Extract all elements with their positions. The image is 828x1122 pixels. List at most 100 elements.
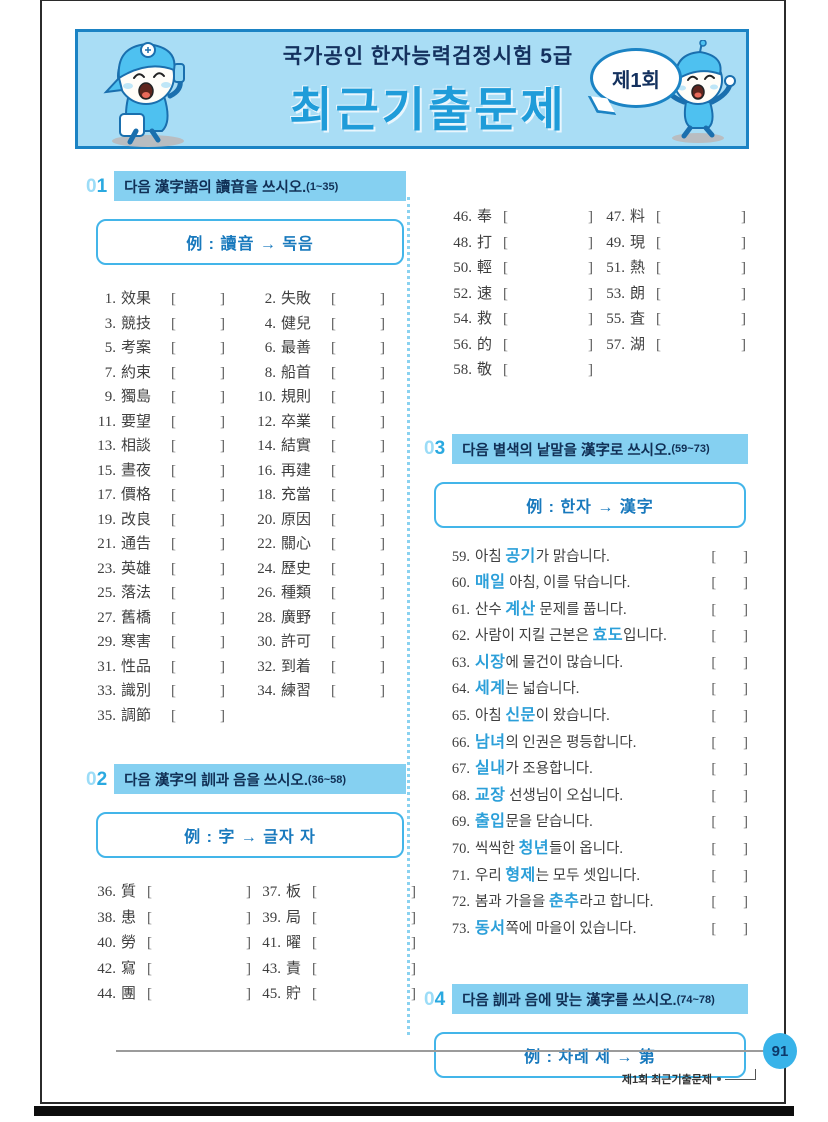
keyword: 출입 bbox=[475, 813, 506, 831]
question-item: 31. 性品 [] bbox=[86, 655, 246, 680]
question-list-36-45: 36. 質 [] 37. 板 [] 38. 患 bbox=[86, 880, 416, 1008]
answer-bracket-open: [ bbox=[656, 285, 661, 302]
item-word: 充當 bbox=[281, 487, 312, 503]
sentence-post: 가 조용합니다. bbox=[505, 761, 593, 778]
section-04-title-bar: 다음 訓과 음에 맞는 漢字를 쓰시오. (74~78) bbox=[452, 984, 748, 1015]
sentence-item: 67. 실내가 조용합니다. [] bbox=[442, 756, 748, 783]
answer-bracket-close: ] bbox=[588, 336, 593, 353]
question-item: 57. 湖 [] bbox=[595, 333, 748, 359]
edition-badge-label: 제1회 bbox=[612, 69, 660, 92]
sentence-text: 동서쪽에 마을이 있습니다. bbox=[475, 916, 711, 943]
sentence-text: 우리 형제는 모두 셋입니다. bbox=[475, 863, 711, 890]
item-number: 37. bbox=[262, 884, 281, 900]
section-03-title-bar: 다음 별색의 낱말을 漢字로 쓰시오. (59~73) bbox=[452, 433, 748, 464]
question-item: 12. 卒業 [] bbox=[246, 410, 406, 435]
item-word: 料 bbox=[630, 209, 646, 225]
question-item: 28. 廣野 [] bbox=[246, 606, 406, 631]
sentence-text: 출입문을 닫습니다. bbox=[475, 809, 711, 836]
answer-bracket-close: ] bbox=[380, 511, 385, 528]
answer-bracket-close: ] bbox=[380, 462, 385, 479]
answer-bracket-open: [ bbox=[656, 311, 661, 327]
answer-bracket: [] bbox=[711, 575, 748, 592]
question-item: 36. 質 [] bbox=[86, 880, 251, 906]
sentence-number: 59. bbox=[451, 548, 470, 565]
page-bottom-edge bbox=[34, 1106, 794, 1116]
item-number: 58. bbox=[453, 362, 472, 378]
question-item: 48. 打 [] bbox=[442, 231, 595, 257]
question-item: 2. 失敗 [] bbox=[246, 287, 406, 312]
sentence-number: 60. bbox=[451, 575, 470, 592]
answer-bracket-close: ] bbox=[411, 884, 416, 900]
answer-bracket-close: ] bbox=[380, 585, 385, 601]
answer-bracket-close: ] bbox=[380, 291, 385, 307]
question-item: 23. 英雄 [] bbox=[86, 557, 246, 582]
sentence-list-59-73: 59. 아침 공기가 맑습니다. [] 60. 매일 아침, 이를 닦습니다. … bbox=[442, 544, 748, 943]
item-word: 再建 bbox=[281, 462, 312, 479]
item-word: 考案 bbox=[121, 340, 152, 356]
item-word: 效果 bbox=[121, 291, 152, 307]
item-word: 輕 bbox=[477, 260, 493, 276]
keyword: 매일 bbox=[475, 574, 506, 592]
sentence-post: 는 넓습니다. bbox=[505, 681, 580, 698]
answer-bracket-close: ] bbox=[380, 364, 385, 381]
item-word: 寫 bbox=[121, 960, 137, 977]
answer-bracket-open: [ bbox=[331, 487, 336, 503]
item-number: 4. bbox=[264, 315, 276, 332]
question-item: 19. 改良 [] bbox=[86, 508, 246, 533]
item-word: 質 bbox=[121, 884, 137, 900]
section-04-range: (74~78) bbox=[676, 993, 715, 1006]
answer-bracket-close: ] bbox=[380, 658, 385, 675]
answer-bracket-close: ] bbox=[246, 884, 251, 900]
answer-bracket-open: [ bbox=[331, 438, 336, 454]
sentence-item: 69. 출입문을 닫습니다. [] bbox=[442, 809, 748, 836]
answer-bracket-close: ] bbox=[220, 511, 225, 528]
question-item: 24. 歷史 [] bbox=[246, 557, 406, 582]
answer-bracket-open: [ bbox=[171, 511, 176, 528]
item-number: 52. bbox=[453, 285, 472, 302]
sentence-post: 선생님이 오십니다. bbox=[505, 787, 624, 804]
sentence-number: 68. bbox=[451, 787, 470, 804]
sentence-item: 66. 남녀의 인권은 평등합니다. [] bbox=[442, 730, 748, 757]
answer-bracket-close: ] bbox=[588, 234, 593, 251]
answer-bracket: [] bbox=[711, 628, 748, 645]
item-word: 許可 bbox=[281, 634, 312, 650]
section-02-title-bar: 다음 漢字의 訓과 음을 쓰시오. (36~58) bbox=[114, 764, 406, 794]
question-item: 16. 再建 [] bbox=[246, 459, 406, 484]
item-number: 7. bbox=[104, 364, 116, 381]
question-item: 41. 曜 [] bbox=[251, 931, 416, 957]
answer-bracket-open: [ bbox=[656, 234, 661, 251]
question-item: 47. 料 [] bbox=[595, 205, 748, 231]
answer-bracket-open: [ bbox=[331, 585, 336, 601]
question-item: 49. 現 [] bbox=[595, 231, 748, 257]
sentence-item: 61. 산수 계산 문제를 풉니다. [] bbox=[442, 597, 748, 624]
answer-bracket-close: ] bbox=[220, 315, 225, 332]
item-number: 12. bbox=[257, 413, 276, 430]
answer-bracket-open: [ bbox=[656, 260, 661, 276]
question-item: 1. 效果 [] bbox=[86, 287, 246, 312]
item-word: 練習 bbox=[281, 683, 312, 699]
answer-bracket-open: [ bbox=[331, 340, 336, 356]
answer-bracket-open: [ bbox=[503, 234, 508, 251]
answer-bracket-close: ] bbox=[380, 438, 385, 454]
answer-bracket-open: [ bbox=[171, 438, 176, 454]
question-item: 43. 責 [] bbox=[251, 957, 416, 983]
sentence-pre: 씩씩한 bbox=[475, 841, 519, 858]
answer-bracket-open: [ bbox=[312, 909, 317, 926]
answer-bracket-close: ] bbox=[411, 960, 416, 977]
item-word: 約束 bbox=[121, 364, 152, 381]
item-word: 速 bbox=[477, 285, 493, 302]
item-number: 26. bbox=[257, 585, 276, 601]
question-item: 44. 團 [] bbox=[86, 982, 251, 1008]
item-word: 種類 bbox=[281, 585, 312, 601]
question-item: 11. 要望 [] bbox=[86, 410, 246, 435]
sentence-number: 70. bbox=[451, 841, 470, 858]
column-divider bbox=[407, 197, 410, 1035]
footer-label: 제1회 최근기출문제 bbox=[42, 1068, 756, 1087]
item-number: 57. bbox=[606, 336, 625, 353]
item-word: 失敗 bbox=[281, 291, 312, 307]
answer-bracket-close: ] bbox=[380, 340, 385, 356]
sentence-item: 73. 동서쪽에 마을이 있습니다. [] bbox=[442, 916, 748, 943]
footer-connector-icon bbox=[725, 1068, 756, 1080]
